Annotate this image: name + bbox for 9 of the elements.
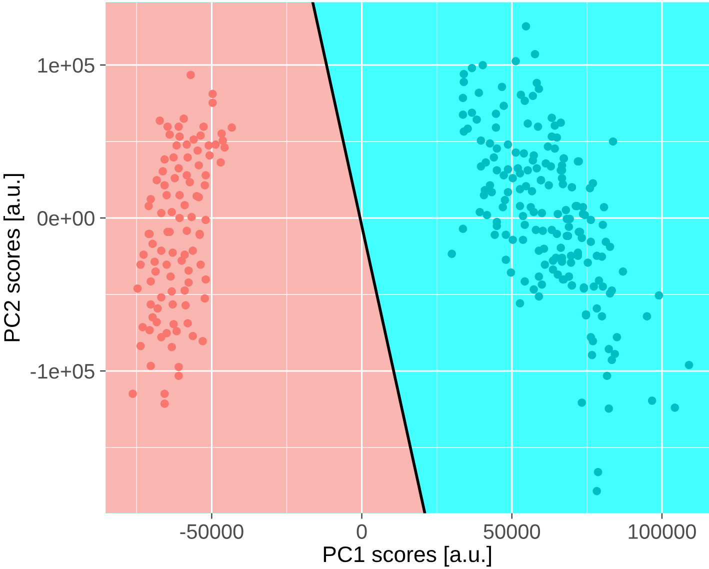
x-axis-title: PC1 scores [a.u.] (324, 546, 491, 567)
y-tick-label: 1e+05 (38, 58, 94, 73)
x-tick-label: 0 (356, 524, 367, 539)
y-tick-label: -1e+05 (30, 364, 94, 379)
x-tick-label: 100000 (628, 524, 696, 539)
x-tick-label: 50000 (484, 524, 540, 539)
y-tick-label: 0e+00 (38, 210, 94, 226)
y-axis-title: PC2 scores [a.u.] (4, 174, 24, 342)
x-tick-label: -50000 (180, 524, 244, 539)
